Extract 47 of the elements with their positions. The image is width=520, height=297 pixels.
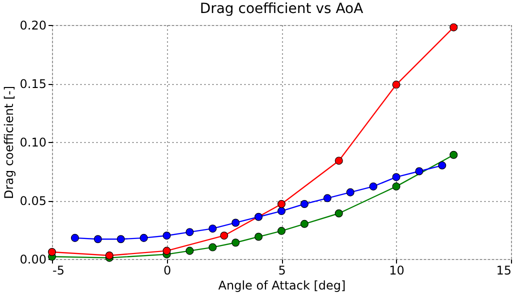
x-axis-title: Angle of Attack [deg] bbox=[218, 278, 346, 292]
point bbox=[208, 243, 217, 252]
point bbox=[254, 212, 263, 221]
point bbox=[116, 235, 125, 244]
point bbox=[186, 246, 194, 255]
point bbox=[277, 207, 286, 216]
x-tick-label: 10 bbox=[389, 264, 404, 278]
point bbox=[162, 232, 171, 240]
point bbox=[105, 251, 114, 260]
point bbox=[300, 200, 308, 208]
x-tick-label: 5 bbox=[278, 264, 286, 278]
y-tick-label: 0.15 bbox=[20, 77, 46, 91]
point bbox=[140, 234, 148, 242]
point bbox=[162, 246, 171, 255]
x-tick-label: 15 bbox=[496, 264, 512, 278]
point bbox=[254, 232, 263, 241]
x-tick-label: 0 bbox=[163, 264, 172, 278]
point bbox=[438, 161, 446, 170]
point bbox=[369, 182, 378, 190]
point bbox=[323, 194, 332, 202]
y-tick-label: 0.00 bbox=[20, 252, 46, 266]
point bbox=[392, 80, 400, 89]
point bbox=[392, 182, 400, 190]
point bbox=[208, 224, 217, 233]
y-axis-title: Drag coefficient [-] bbox=[2, 86, 16, 200]
point bbox=[415, 167, 424, 176]
point bbox=[334, 209, 343, 218]
x-tick-label: -5 bbox=[52, 264, 64, 278]
point bbox=[300, 220, 308, 228]
point bbox=[94, 235, 102, 244]
chart-title: Drag coefficient vs AoA bbox=[200, 1, 364, 17]
point bbox=[334, 156, 343, 165]
point bbox=[48, 248, 56, 256]
y-tick-label: 0.05 bbox=[20, 194, 46, 208]
point bbox=[450, 150, 458, 159]
point bbox=[232, 218, 240, 227]
point bbox=[277, 226, 286, 235]
point bbox=[392, 173, 400, 182]
point bbox=[186, 228, 194, 236]
point bbox=[450, 23, 458, 32]
point bbox=[70, 234, 79, 242]
point bbox=[346, 188, 354, 196]
y-tick-label: 0.10 bbox=[20, 136, 46, 150]
point bbox=[220, 232, 228, 240]
point bbox=[232, 238, 240, 247]
point bbox=[277, 200, 286, 208]
y-tick-label: 0.20 bbox=[20, 18, 46, 32]
